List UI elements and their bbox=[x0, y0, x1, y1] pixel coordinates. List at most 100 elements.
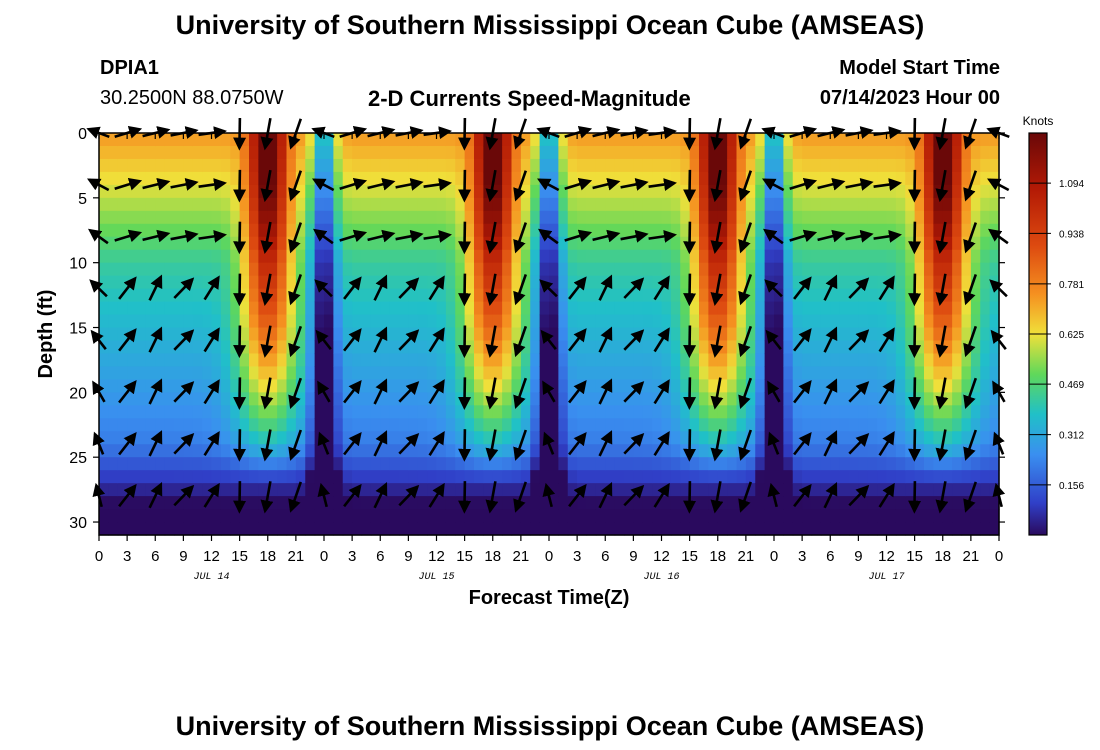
heatmap-cell bbox=[783, 340, 794, 355]
current-vector bbox=[793, 276, 812, 300]
heatmap-cell bbox=[886, 444, 897, 458]
heatmap-cell bbox=[239, 392, 250, 406]
heatmap-cell bbox=[99, 145, 109, 160]
heatmap-cell bbox=[755, 210, 766, 225]
heatmap-cell bbox=[117, 171, 128, 186]
heatmap-cell bbox=[792, 197, 803, 212]
heatmap-cell bbox=[586, 301, 597, 316]
heatmap-cell bbox=[305, 457, 316, 471]
heatmap-cell bbox=[155, 249, 166, 264]
heatmap-cell bbox=[230, 249, 241, 264]
heatmap-cell bbox=[867, 392, 878, 406]
heatmap-cell bbox=[942, 418, 953, 432]
heatmap-cell bbox=[530, 301, 541, 316]
heatmap-cell bbox=[511, 171, 522, 186]
heatmap-cell bbox=[108, 431, 119, 445]
heatmap-cell bbox=[220, 184, 231, 199]
heatmap-cell bbox=[474, 184, 484, 199]
heatmap-cell bbox=[989, 418, 1000, 432]
heatmap-cell bbox=[924, 133, 934, 147]
heatmap-cell bbox=[436, 184, 447, 199]
colorbar-tick-label: 0.156 bbox=[1059, 481, 1084, 492]
heatmap-cell bbox=[736, 301, 747, 316]
heatmap-cell bbox=[989, 509, 1000, 523]
heatmap-cell bbox=[155, 496, 166, 510]
heatmap-cell bbox=[849, 340, 859, 355]
heatmap-cell bbox=[886, 262, 897, 277]
current-vector bbox=[423, 178, 452, 191]
heatmap-cell bbox=[989, 496, 1000, 510]
heatmap-cell bbox=[924, 249, 934, 264]
heatmap-cell bbox=[370, 366, 381, 380]
heatmap-cell bbox=[389, 379, 400, 393]
heatmap-cell bbox=[474, 133, 484, 147]
heatmap-cell bbox=[502, 483, 513, 497]
y-tick-label: 25 bbox=[69, 450, 87, 467]
heatmap-cell bbox=[258, 418, 269, 432]
heatmap-cell bbox=[408, 314, 419, 329]
x-tick-label: 21 bbox=[738, 548, 755, 565]
heatmap-cell bbox=[455, 457, 466, 471]
heatmap-cell bbox=[436, 392, 447, 406]
heatmap-cell bbox=[586, 353, 597, 368]
heatmap-cell bbox=[136, 392, 147, 406]
heatmap-cell bbox=[811, 509, 822, 523]
model-start-value: 07/14/2023 Hour 00 bbox=[819, 87, 1000, 109]
heatmap-cell bbox=[370, 145, 381, 160]
heatmap-cell bbox=[389, 262, 400, 277]
heatmap-cell bbox=[933, 262, 944, 277]
heatmap-cell bbox=[333, 184, 344, 199]
heatmap-cell bbox=[942, 275, 953, 290]
heatmap-cell bbox=[202, 353, 213, 368]
heatmap-cell bbox=[764, 158, 775, 173]
heatmap-cell bbox=[717, 236, 728, 251]
heatmap-cell bbox=[342, 418, 353, 432]
heatmap-cell bbox=[792, 483, 803, 497]
heatmap-cell bbox=[192, 184, 203, 199]
heatmap-cell bbox=[717, 210, 728, 225]
heatmap-cell bbox=[867, 158, 878, 173]
heatmap-cell bbox=[755, 392, 766, 406]
heatmap-cell bbox=[370, 509, 381, 523]
heatmap-cell bbox=[867, 145, 878, 160]
heatmap-cell bbox=[830, 314, 841, 329]
heatmap-cell bbox=[839, 158, 850, 173]
heatmap-cell bbox=[155, 133, 166, 147]
heatmap-cell bbox=[417, 496, 428, 510]
heatmap-cell bbox=[427, 301, 438, 316]
heatmap-cell bbox=[783, 483, 794, 497]
heatmap-cell bbox=[295, 392, 306, 406]
heatmap-cell bbox=[745, 509, 756, 523]
heatmap-cell bbox=[924, 379, 934, 393]
heatmap-cell bbox=[764, 249, 775, 264]
heatmap-cell bbox=[652, 262, 663, 277]
heatmap-cell bbox=[755, 133, 766, 147]
heatmap-cell bbox=[249, 418, 259, 432]
page-title: University of Southern Mississippi Ocean… bbox=[175, 10, 925, 40]
heatmap-cell bbox=[511, 262, 522, 277]
heatmap-cell bbox=[145, 133, 156, 147]
heatmap-cell bbox=[661, 197, 672, 212]
heatmap-cell bbox=[164, 353, 175, 368]
heatmap-cell bbox=[774, 522, 784, 536]
heatmap-cell bbox=[249, 327, 259, 342]
heatmap-cell bbox=[183, 444, 194, 458]
heatmap-cell bbox=[689, 262, 700, 277]
heatmap-cell bbox=[830, 184, 841, 199]
heatmap-cell bbox=[942, 249, 953, 264]
heatmap-cell bbox=[586, 249, 597, 264]
heatmap-cell bbox=[305, 210, 316, 225]
heatmap-cell bbox=[108, 496, 119, 510]
heatmap-cell bbox=[380, 340, 391, 355]
heatmap-cell bbox=[520, 405, 531, 419]
heatmap-cell bbox=[192, 210, 203, 225]
heatmap-cell bbox=[295, 288, 306, 303]
heatmap-cell bbox=[445, 133, 456, 147]
current-vector bbox=[710, 325, 724, 358]
heatmap-cell bbox=[314, 457, 325, 471]
heatmap-cell bbox=[595, 418, 606, 432]
heatmap-cell bbox=[249, 405, 259, 419]
heatmap-cell bbox=[492, 171, 503, 186]
heatmap-cell bbox=[230, 405, 241, 419]
heatmap-cell bbox=[727, 444, 738, 458]
